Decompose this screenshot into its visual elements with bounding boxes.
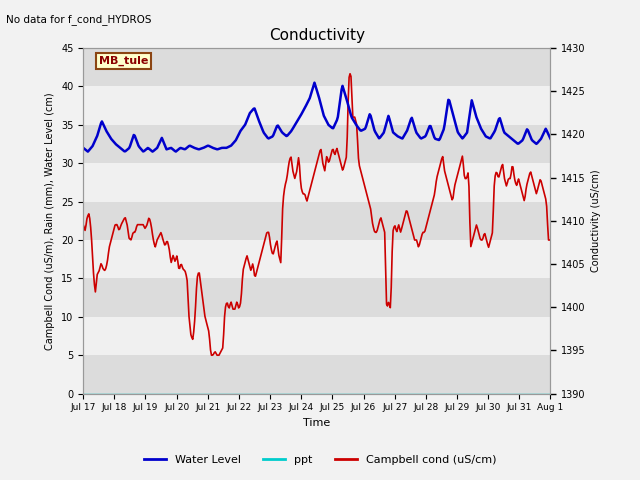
Bar <box>83 278 550 317</box>
Title: Conductivity: Conductivity <box>269 28 365 43</box>
Y-axis label: Campbell Cond (uS/m), Rain (mm), Water Level (cm): Campbell Cond (uS/m), Rain (mm), Water L… <box>45 92 56 349</box>
Text: No data for f_cond_HYDROS: No data for f_cond_HYDROS <box>6 14 152 25</box>
Bar <box>83 240 550 278</box>
Bar <box>83 202 550 240</box>
Y-axis label: Conductivity (uS/cm): Conductivity (uS/cm) <box>591 169 601 272</box>
Bar <box>83 86 550 125</box>
Bar <box>83 125 550 163</box>
Legend: Water Level, ppt, Campbell cond (uS/cm): Water Level, ppt, Campbell cond (uS/cm) <box>140 451 500 469</box>
Bar <box>83 355 550 394</box>
X-axis label: Time: Time <box>303 418 330 428</box>
Bar <box>83 317 550 355</box>
Text: MB_tule: MB_tule <box>99 56 148 66</box>
Bar <box>83 163 550 202</box>
Bar <box>83 48 550 86</box>
